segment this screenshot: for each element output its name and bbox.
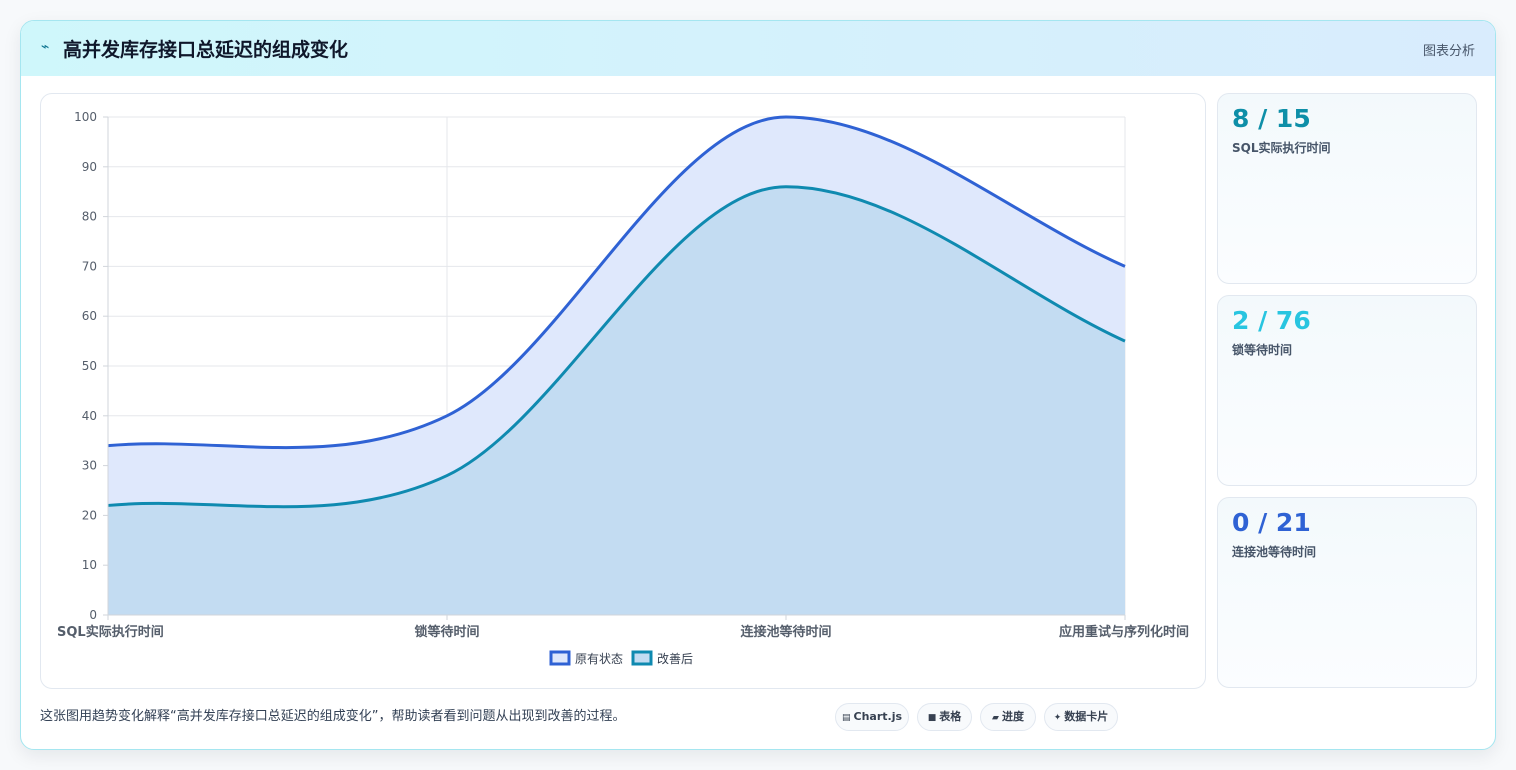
chip-table[interactable]: ■ 表格 bbox=[917, 703, 972, 731]
chip-label: 表格 bbox=[939, 710, 962, 723]
series-line bbox=[107, 115, 1126, 450]
x-tick-label: 锁等待时间 bbox=[414, 624, 479, 640]
sparkle-icon: ⌁ bbox=[41, 39, 50, 55]
stat-label: 连接池等待时间 bbox=[1232, 545, 1317, 559]
chart-card: ⌁ 高并发库存接口总延迟的组成变化 图表分析 0 10 20 30 40 50 60 70 80… bbox=[20, 20, 1496, 750]
card-icon: ✦ bbox=[1053, 713, 1062, 723]
y-tick-label: 50 bbox=[82, 359, 97, 373]
stat-card-lock: 2 / 76 锁等待时间 bbox=[1217, 295, 1477, 486]
chip-progress[interactable]: ▰ 进度 bbox=[980, 703, 1036, 731]
chart-icon: ▤ bbox=[841, 713, 851, 723]
y-tick-label: 40 bbox=[82, 409, 97, 423]
y-tick-label: 10 bbox=[82, 558, 97, 572]
x-tick-label: SQL实际执行时间 bbox=[57, 624, 164, 640]
card-header: ⌁ 高并发库存接口总延迟的组成变化 图表分析 bbox=[21, 21, 1495, 76]
y-tick-label: 70 bbox=[82, 259, 97, 273]
chip-label: 进度 bbox=[1001, 710, 1024, 723]
stat-value: 2 / 76 bbox=[1232, 306, 1311, 335]
chart-description: 这张图用趋势变化解释“高并发库存接口总延迟的组成变化”，帮助读者看到问题从出现到… bbox=[40, 709, 626, 724]
y-tick-label: 100 bbox=[74, 110, 97, 124]
x-tick-label: 应用重试与序列化时间 bbox=[1059, 624, 1189, 640]
chart-analysis-tag: 图表分析 bbox=[1422, 44, 1475, 59]
stat-card-sql: 8 / 15 SQL实际执行时间 bbox=[1217, 93, 1477, 284]
y-tick-label: 20 bbox=[82, 508, 97, 522]
card-title: 高并发库存接口总延迟的组成变化 bbox=[63, 39, 349, 61]
area-chart: 0 10 20 30 40 50 60 70 80 90 100 SQL实际执行时间 锁等待时间 连接池等… bbox=[57, 110, 1189, 666]
stat-label: SQL实际执行时间 bbox=[1232, 141, 1331, 155]
y-tick-label: 90 bbox=[82, 160, 97, 174]
legend-swatch bbox=[631, 650, 653, 666]
legend-swatch bbox=[549, 650, 571, 666]
y-tick-label: 80 bbox=[82, 210, 97, 224]
stat-label: 锁等待时间 bbox=[1232, 343, 1293, 357]
chip-label: Chart.js bbox=[853, 710, 903, 723]
stat-value: 0 / 21 bbox=[1232, 508, 1311, 537]
y-tick-label: 30 bbox=[82, 459, 97, 473]
x-tick-label: 连接池等待时间 bbox=[740, 624, 831, 640]
chip-data-card[interactable]: ✦ 数据卡片 bbox=[1044, 703, 1118, 731]
stat-value: 8 / 15 bbox=[1232, 104, 1311, 133]
series-line bbox=[107, 185, 1126, 509]
y-tick-label: 60 bbox=[82, 309, 97, 323]
stat-card-pool: 0 / 21 连接池等待时间 bbox=[1217, 497, 1477, 688]
series-area bbox=[108, 186, 1125, 615]
chip-chartjs[interactable]: ▤ Chart.js bbox=[835, 703, 909, 731]
table-icon: ■ bbox=[927, 713, 937, 723]
chip-label: 数据卡片 bbox=[1064, 710, 1109, 723]
y-tick-label: 0 bbox=[89, 608, 97, 622]
legend-label: 原有状态 bbox=[575, 652, 623, 666]
progress-icon: ▰ bbox=[992, 713, 999, 723]
chart-panel: 0 10 20 30 40 50 60 70 80 90 100 SQL实际执行时间 锁等待时间 连接池等… bbox=[40, 93, 1206, 689]
legend-label: 改善后 bbox=[657, 651, 693, 666]
